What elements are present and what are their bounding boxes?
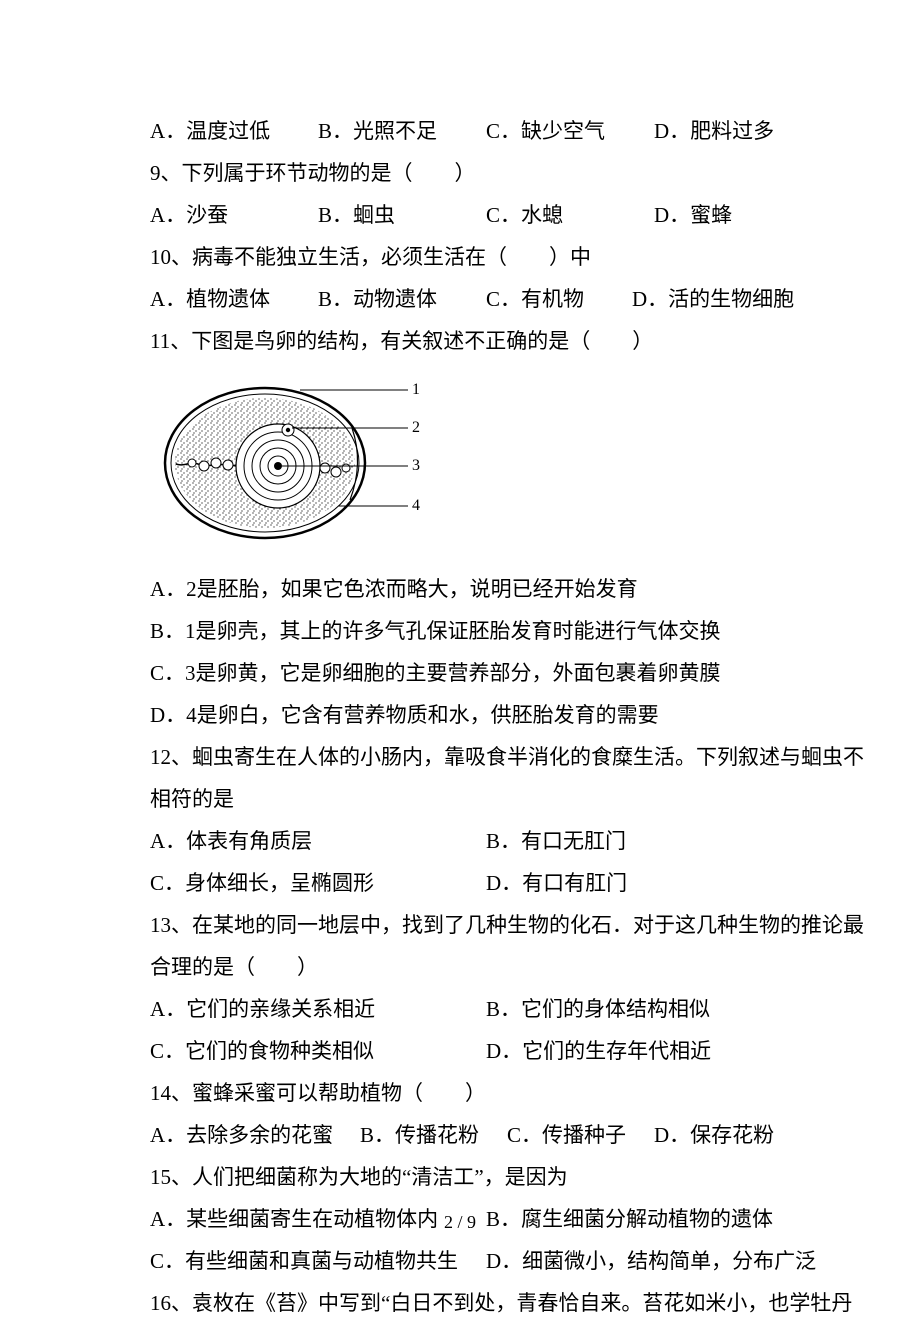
q10-opt-C: C．有机物 — [486, 278, 632, 320]
egg-label-4: 4 — [412, 497, 420, 514]
egg-label-3: 3 — [412, 457, 420, 474]
q14-options: A．去除多余的花蜜 B．传播花粉 C．传播种子 D．保存花粉 — [150, 1114, 790, 1156]
q15-opt-D: D．细菌微小，结构简单，分布广泛 — [486, 1240, 816, 1282]
q14-opt-D: D．保存花粉 — [654, 1114, 774, 1156]
q8-opt-A: A．温度过低 — [150, 110, 318, 152]
q8-opt-C: C．缺少空气 — [486, 110, 654, 152]
q11-stem: 11、下图是鸟卵的结构，有关叙述不正确的是（ ） — [150, 320, 790, 362]
q9-stem: 9、下列属于环节动物的是（ ） — [150, 152, 790, 194]
document-page: A．温度过低 B．光照不足 C．缺少空气 D．肥料过多 9、下列属于环节动物的是… — [0, 0, 920, 1302]
q9-opt-A: A．沙蚕 — [150, 194, 318, 236]
q9-opt-C: C．水螅 — [486, 194, 654, 236]
q8-options: A．温度过低 B．光照不足 C．缺少空气 D．肥料过多 — [150, 110, 790, 152]
egg-label-1: 1 — [412, 381, 420, 398]
q10-opt-A: A．植物遗体 — [150, 278, 318, 320]
q14-opt-C: C．传播种子 — [507, 1114, 654, 1156]
q15-options-2: C．有些细菌和真菌与动植物共生 D．细菌微小，结构简单，分布广泛 — [150, 1240, 790, 1282]
q12-options-1: A．体表有角质层 B．有口无肛门 — [150, 820, 790, 862]
q12-opt-B: B．有口无肛门 — [486, 820, 626, 862]
q10-opt-D: D．活的生物细胞 — [632, 278, 794, 320]
q10-stem: 10、病毒不能独立生活，必须生活在（ ）中 — [150, 236, 790, 278]
q13-opt-B: B．它们的身体结构相似 — [486, 988, 710, 1030]
q16-stem-1: 16、袁枚在《苔》中写到“白日不到处，青春恰自来。苔花如米小，也学牡丹 — [150, 1282, 790, 1324]
q11-opt-C: C．3是卵黄，它是卵细胞的主要营养部分，外面包裹着卵黄膜 — [150, 652, 790, 694]
egg-diagram: 1 2 3 4 — [150, 368, 790, 562]
q14-stem: 14、蜜蜂采蜜可以帮助植物（ ） — [150, 1072, 790, 1114]
q15-stem: 15、人们把细菌称为大地的“清洁工”，是因为 — [150, 1156, 790, 1198]
q11-opt-A: A．2是胚胎，如果它色浓而略大，说明已经开始发育 — [150, 568, 790, 610]
q11-opt-B: B．1是卵壳，其上的许多气孔保证胚胎发育时能进行气体交换 — [150, 610, 790, 652]
q9-opt-D: D．蜜蜂 — [654, 194, 732, 236]
q8-opt-B: B．光照不足 — [318, 110, 486, 152]
q12-opt-C: C．身体细长，呈椭圆形 — [150, 862, 486, 904]
q8-opt-D: D．肥料过多 — [654, 110, 774, 152]
q9-opt-B: B．蛔虫 — [318, 194, 486, 236]
q14-opt-B: B．传播花粉 — [360, 1114, 507, 1156]
q12-options-2: C．身体细长，呈椭圆形 D．有口有肛门 — [150, 862, 790, 904]
q13-opt-D: D．它们的生存年代相近 — [486, 1030, 711, 1072]
q10-options: A．植物遗体 B．动物遗体 C．有机物 D．活的生物细胞 — [150, 278, 790, 320]
egg-label-2: 2 — [412, 419, 420, 436]
page-number: 2 / 9 — [0, 1204, 920, 1240]
q13-stem-2: 合理的是（ ） — [150, 946, 790, 988]
q12-opt-D: D．有口有肛门 — [486, 862, 627, 904]
q14-opt-A: A．去除多余的花蜜 — [150, 1114, 360, 1156]
q12-opt-A: A．体表有角质层 — [150, 820, 486, 862]
q12-stem-2: 相符的是 — [150, 778, 790, 820]
q13-stem-1: 13、在某地的同一地层中，找到了几种生物的化石．对于这几种生物的推论最 — [150, 904, 790, 946]
q12-stem-1: 12、蛔虫寄生在人体的小肠内，靠吸食半消化的食糜生活。下列叙述与蛔虫不 — [150, 736, 790, 778]
q13-opt-C: C．它们的食物种类相似 — [150, 1030, 486, 1072]
q10-opt-B: B．动物遗体 — [318, 278, 486, 320]
q13-opt-A: A．它们的亲缘关系相近 — [150, 988, 486, 1030]
q13-options-2: C．它们的食物种类相似 D．它们的生存年代相近 — [150, 1030, 790, 1072]
q11-opt-D: D．4是卵白，它含有营养物质和水，供胚胎发育的需要 — [150, 694, 790, 736]
q15-opt-C: C．有些细菌和真菌与动植物共生 — [150, 1240, 486, 1282]
q13-options-1: A．它们的亲缘关系相近 B．它们的身体结构相似 — [150, 988, 790, 1030]
q9-options: A．沙蚕 B．蛔虫 C．水螅 D．蜜蜂 — [150, 194, 790, 236]
